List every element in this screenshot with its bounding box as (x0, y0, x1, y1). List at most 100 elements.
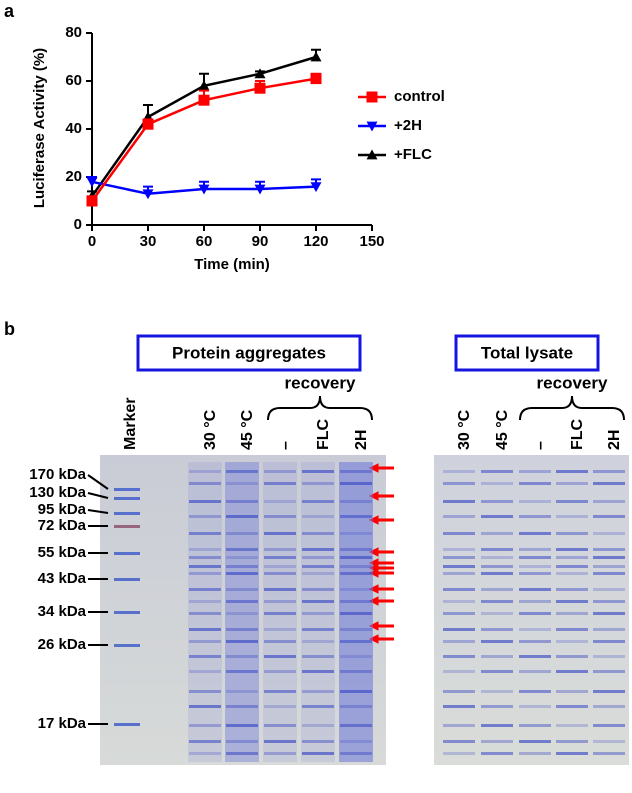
gel-band (481, 588, 513, 591)
y-tick-label: 40 (65, 120, 82, 137)
gel-band (593, 670, 625, 673)
gel-band (519, 482, 551, 485)
gel-band (556, 670, 588, 673)
gel-band (340, 482, 372, 485)
gel-band (593, 705, 625, 708)
size-label: 43 kDa (38, 570, 87, 587)
gel-band (189, 752, 221, 755)
gel-band (226, 515, 258, 518)
gel-band (264, 482, 296, 485)
lane-label: – (277, 441, 294, 450)
gel-band (340, 470, 372, 473)
gel-band (302, 565, 334, 568)
gel-band (556, 556, 588, 559)
gel-band (302, 532, 334, 535)
gel-band (189, 600, 221, 603)
gel-band (519, 724, 551, 727)
gel-band (189, 724, 221, 727)
size-label: 34 kDa (38, 603, 87, 620)
gel-band (226, 690, 258, 693)
x-tick-label: 150 (359, 233, 384, 250)
gel-band (593, 532, 625, 535)
lane-label: FLC (315, 418, 332, 450)
gel-band (226, 532, 258, 535)
gel-band (302, 690, 334, 693)
x-tick-label: 120 (303, 233, 328, 250)
gel-band (481, 740, 513, 743)
gel-band (264, 740, 296, 743)
gel-band (264, 470, 296, 473)
gel-band (519, 532, 551, 535)
gel-band (264, 705, 296, 708)
gel-band (481, 640, 513, 643)
gel-band (264, 690, 296, 693)
marker (142, 189, 154, 200)
gel-band (114, 512, 140, 515)
gel-band (302, 740, 334, 743)
gel-band (189, 588, 221, 591)
gel-band (443, 532, 475, 535)
gel-band (226, 565, 258, 568)
gel-band (264, 572, 296, 575)
gel-band (443, 482, 475, 485)
gel-band (556, 482, 588, 485)
gel-band (340, 628, 372, 631)
panel-label: a (4, 1, 15, 21)
y-tick-label: 20 (65, 168, 82, 185)
lane-label: 45 °C (239, 409, 256, 450)
gel-band (593, 690, 625, 693)
gel-band (264, 500, 296, 503)
marker (366, 149, 378, 160)
gel-band (226, 640, 258, 643)
arrow-head (368, 584, 379, 594)
gel-band (340, 690, 372, 693)
gel-band (189, 690, 221, 693)
marker (86, 177, 98, 188)
arrow-head (368, 547, 379, 557)
gel-band (189, 565, 221, 568)
gel-band (226, 482, 258, 485)
gel-band (443, 724, 475, 727)
gel-band (556, 724, 588, 727)
gel-band (593, 556, 625, 559)
gel-band (226, 655, 258, 658)
lane-label: FLC (569, 418, 586, 450)
brace (519, 395, 625, 421)
x-tick-label: 0 (88, 233, 96, 250)
gel-band (189, 640, 221, 643)
gel-band (189, 740, 221, 743)
legend-label: +2H (394, 117, 422, 134)
gel-band (340, 565, 372, 568)
gel-band (264, 612, 296, 615)
gel-band (593, 482, 625, 485)
marker (198, 94, 210, 106)
gel-band (340, 705, 372, 708)
gel-band (114, 525, 140, 528)
marker (310, 51, 322, 62)
y-tick-label: 80 (65, 24, 82, 41)
group-label: recovery (537, 373, 608, 392)
gel-band (481, 470, 513, 473)
lane-label: 30 °C (456, 409, 473, 450)
gel-band (189, 500, 221, 503)
gel-lane (301, 462, 335, 762)
gel-band (226, 548, 258, 551)
panel-box (136, 334, 362, 372)
gel-band (264, 565, 296, 568)
gel-band (443, 600, 475, 603)
gel-band (443, 556, 475, 559)
gel-lane (225, 462, 259, 762)
gel-band (226, 572, 258, 575)
gel-band (264, 600, 296, 603)
x-tick-label: 90 (252, 233, 269, 250)
gel-band (519, 572, 551, 575)
gel-band (556, 515, 588, 518)
gel-band (264, 670, 296, 673)
gel-band (556, 600, 588, 603)
gel-band (226, 752, 258, 755)
gel-lane (188, 462, 222, 762)
marker (198, 80, 210, 91)
marker (366, 121, 378, 132)
gel-band (189, 482, 221, 485)
gel-band (302, 500, 334, 503)
